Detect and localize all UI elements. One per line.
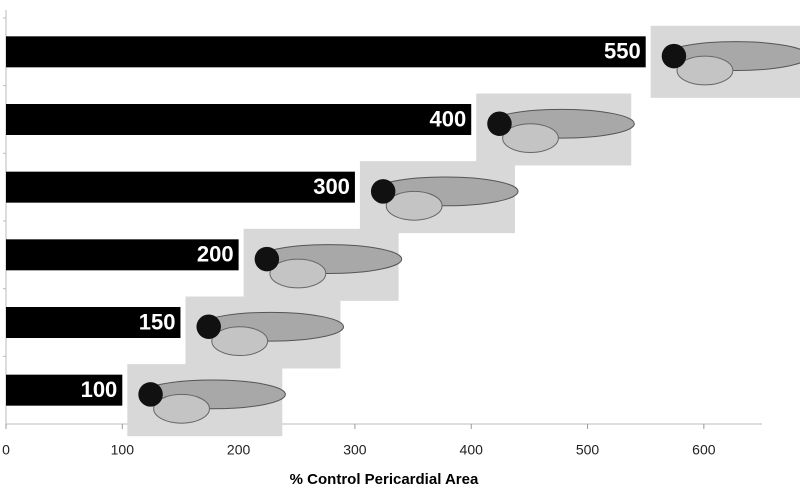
bar bbox=[6, 104, 472, 135]
fish-yolk bbox=[211, 326, 269, 357]
value-label: 300 bbox=[313, 174, 350, 199]
fish-eye bbox=[487, 111, 512, 136]
x-tick-label: 300 bbox=[343, 442, 367, 458]
x-tick-label: 600 bbox=[692, 442, 716, 458]
fish-yolk bbox=[385, 190, 443, 221]
x-tick-label: 100 bbox=[111, 442, 135, 458]
value-label: 150 bbox=[139, 309, 176, 334]
value-label: 400 bbox=[430, 106, 467, 131]
fish-eye bbox=[138, 382, 163, 407]
x-tick-label: 400 bbox=[460, 442, 484, 458]
fish-eye bbox=[254, 246, 280, 272]
bar bbox=[6, 374, 123, 406]
fish-eye bbox=[370, 179, 396, 204]
fish-yolk bbox=[502, 123, 559, 154]
fish-yolk bbox=[676, 55, 734, 86]
x-tick-label: 200 bbox=[227, 442, 251, 458]
fish-yolk bbox=[153, 393, 210, 424]
bar bbox=[6, 36, 646, 68]
fish-yolk bbox=[269, 258, 327, 289]
bar bbox=[6, 239, 239, 271]
value-label: 200 bbox=[197, 242, 234, 267]
x-tick-label: 500 bbox=[576, 442, 600, 458]
x-tick-label: 0 bbox=[2, 442, 10, 458]
value-label: 550 bbox=[604, 39, 641, 64]
x-axis-title: % Control Pericardial Area bbox=[290, 471, 479, 488]
fish-eye bbox=[196, 314, 221, 339]
bar bbox=[6, 307, 181, 338]
value-label: 100 bbox=[81, 377, 118, 402]
fish-eye bbox=[661, 43, 687, 69]
bar bbox=[6, 171, 355, 203]
